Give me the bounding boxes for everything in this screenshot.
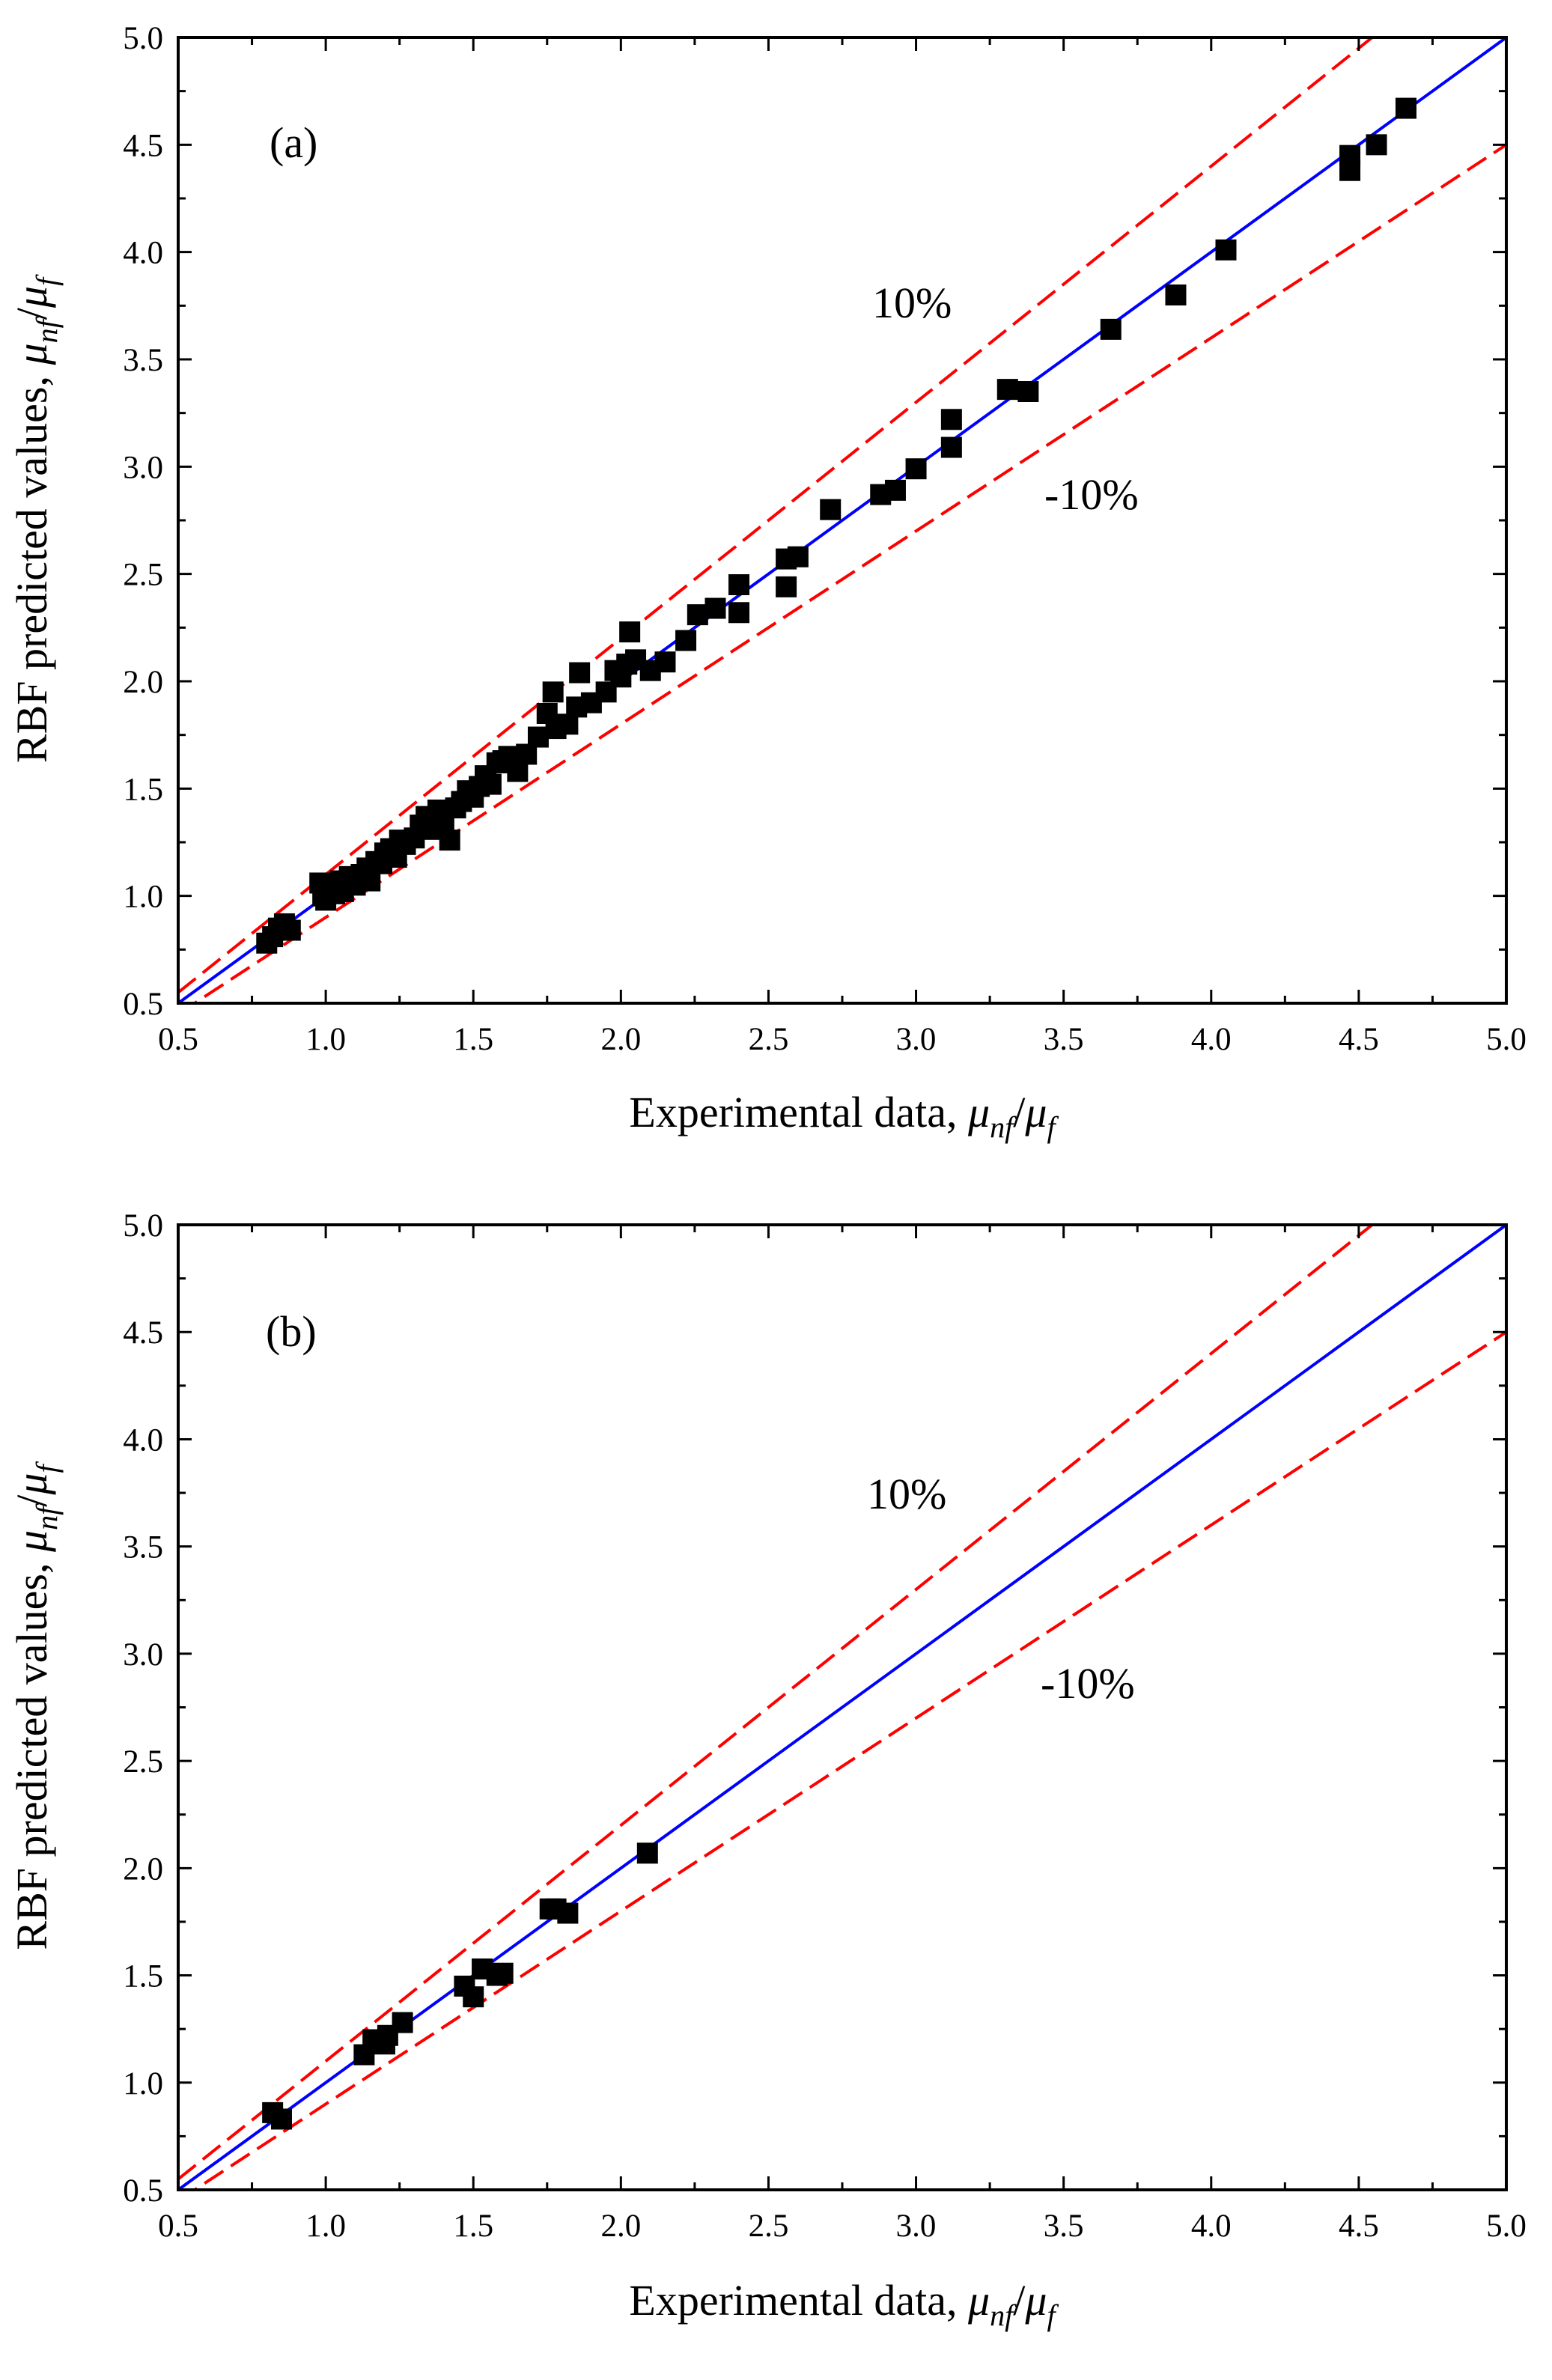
data-points [256, 97, 1416, 954]
y-tick-label: 1.0 [123, 880, 163, 915]
data-point [480, 773, 502, 795]
x-tick-label: 4.0 [1191, 2209, 1232, 2244]
x-tick-label: 0.5 [158, 2209, 198, 2244]
y-tick-label: 2.0 [123, 665, 163, 700]
x-tick-label: 0.5 [158, 1022, 198, 1057]
x-tick-label: 4.0 [1191, 1022, 1232, 1057]
x-tick-label: 2.0 [600, 2209, 641, 2244]
x-tick-label: 5.0 [1486, 2209, 1527, 2244]
y-axis-label: RBF predicted values, μnf/μf [7, 274, 64, 763]
data-point [439, 830, 460, 851]
x-tick-label: 3.5 [1044, 1022, 1084, 1057]
y-tick-label: 2.5 [123, 558, 163, 593]
y-tick-label: 3.5 [123, 1530, 163, 1565]
data-point [557, 1902, 579, 1924]
data-point [1339, 144, 1361, 166]
x-tick-label: 2.5 [749, 2209, 789, 2244]
data-point [728, 574, 750, 595]
y-tick-label: 0.5 [123, 2173, 163, 2209]
x-axis-label: Experimental data, μnf/μf [629, 2276, 1059, 2332]
y-tick-label: 4.5 [123, 1315, 163, 1351]
x-tick-label: 4.5 [1339, 2209, 1379, 2244]
panel-label: (a) [270, 118, 317, 167]
y-tick-label: 3.0 [123, 450, 163, 485]
y-tick-label: 3.5 [123, 343, 163, 378]
upper-reference-line [178, 37, 1375, 994]
data-point [884, 479, 906, 501]
upper-reference-line [178, 1225, 1375, 2181]
y-tick-label: 4.5 [123, 128, 163, 163]
data-point [654, 651, 676, 673]
y-tick-label: 4.0 [123, 1422, 163, 1458]
data-point [1165, 284, 1187, 305]
data-point [776, 576, 797, 597]
y-tick-label: 1.5 [123, 1959, 163, 1994]
data-point [905, 458, 927, 480]
data-point [940, 409, 962, 430]
y-tick-label: 4.0 [123, 236, 163, 271]
axis-ticks [177, 36, 1508, 1005]
x-tick-label: 1.0 [305, 2209, 346, 2244]
x-tick-label: 3.5 [1044, 2209, 1084, 2244]
lower-reference-line [192, 143, 1506, 1003]
y-tick-label: 1.0 [123, 2066, 163, 2101]
data-point [1366, 134, 1387, 156]
data-point [787, 546, 809, 567]
data-point [279, 919, 301, 941]
x-axis-label: Experimental data, μnf/μf [629, 1088, 1059, 1144]
data-point [705, 597, 726, 619]
y-tick-label: 5.0 [123, 21, 163, 56]
data-point [527, 726, 549, 748]
y-tick-label: 1.5 [123, 772, 163, 807]
data-point [1100, 318, 1122, 340]
x-tick-label: 2.5 [749, 1022, 789, 1057]
data-point [728, 602, 750, 624]
upper-bound-annotation: 10% [872, 279, 952, 327]
data-point [463, 1986, 484, 2008]
y-axis-label: RBF predicted values, μnf/μf [7, 1461, 64, 1950]
x-tick-label: 4.5 [1339, 1022, 1379, 1057]
data-point [1395, 97, 1416, 119]
lower-bound-annotation: -10% [1044, 470, 1139, 519]
lower-reference-line [192, 1330, 1506, 2190]
lower-bound-annotation: -10% [1041, 1659, 1135, 1708]
data-point [619, 621, 641, 643]
panel-label: (b) [266, 1307, 317, 1356]
data-point [542, 681, 564, 703]
y-tick-label: 3.0 [123, 1637, 163, 1673]
data-point [687, 604, 708, 626]
x-tick-label: 3.0 [896, 1022, 937, 1057]
panel-a: 0.5 1.0 1.5 2.0 2.5 3.0 3.5 4.0 4.5 5.0 0.5 1.0 1.5 2… [7, 21, 1527, 1144]
data-point [996, 379, 1018, 401]
panel-b: 0.5 1.0 1.5 2.0 2.5 3.0 3.5 4.0 4.5 5.0 0.5 1.0 1.5 2… [7, 1208, 1527, 2332]
x-tick-label: 3.0 [896, 2209, 937, 2244]
data-point [940, 436, 962, 458]
data-point [636, 1842, 658, 1864]
data-point [675, 630, 697, 651]
y-tick-label: 2.5 [123, 1744, 163, 1780]
y-tick-label: 0.5 [123, 987, 163, 1022]
data-point [492, 1962, 514, 1984]
x-tick-label: 1.0 [305, 1022, 346, 1057]
y-tick-label: 2.0 [123, 1851, 163, 1887]
axis-ticks [177, 1223, 1508, 2191]
x-tick-label: 1.5 [453, 2209, 493, 2244]
x-tick-label: 2.0 [600, 1022, 641, 1057]
y-tick-label: 5.0 [123, 1208, 163, 1244]
x-tick-label: 1.5 [453, 1022, 493, 1057]
data-point [569, 662, 591, 684]
data-point [820, 499, 842, 520]
upper-bound-annotation: 10% [867, 1470, 946, 1518]
data-point [392, 2012, 413, 2033]
data-points [262, 1842, 658, 2130]
data-point [1017, 381, 1039, 402]
data-point [270, 2108, 292, 2130]
x-tick-label: 5.0 [1486, 1022, 1527, 1057]
data-point [1215, 239, 1237, 261]
